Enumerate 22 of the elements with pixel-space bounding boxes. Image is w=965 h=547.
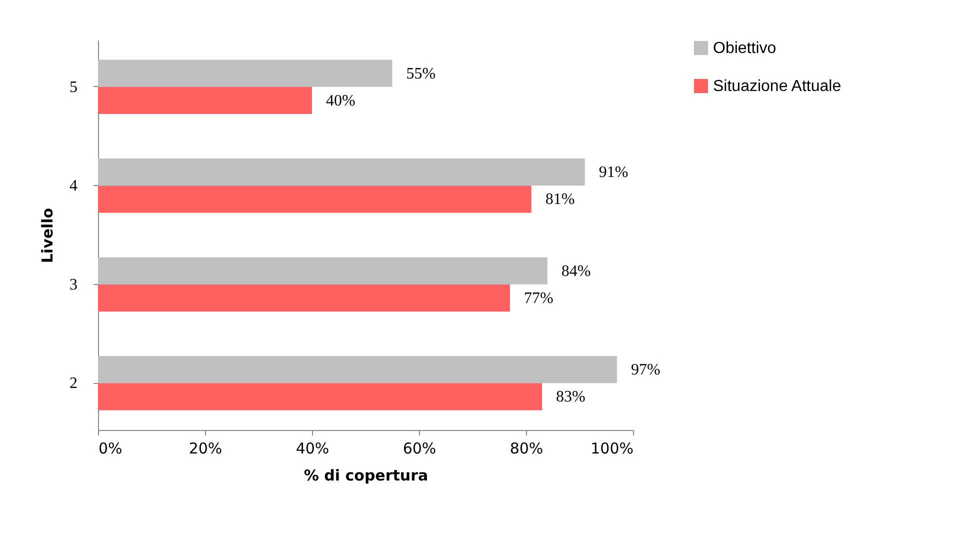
y-tick-label: 2 [70, 375, 78, 392]
data-label: 83% [556, 388, 586, 406]
x-tick-label: 100% [590, 440, 634, 458]
x-tick-label: 40% [296, 440, 330, 458]
data-label: 40% [326, 92, 356, 110]
data-label: 91% [598, 164, 628, 182]
y-tick-label: 5 [70, 78, 78, 96]
x-tick-label: 0% [98, 440, 122, 458]
data-label: 77% [524, 290, 554, 307]
x-tick-label: 60% [402, 440, 436, 458]
y-tick-label: 4 [70, 178, 78, 195]
y-tick-label: 3 [70, 276, 78, 294]
data-label: 81% [545, 191, 575, 208]
data-label: 84% [561, 262, 591, 280]
x-tick-label: 20% [188, 440, 222, 458]
legend-label: Obiettivo [713, 40, 776, 57]
data-label: 97% [630, 362, 660, 379]
y-axis-title: Livello [38, 208, 56, 264]
data-label: 55% [406, 65, 436, 82]
x-tick-label: 80% [510, 440, 544, 458]
x-axis-title: % di copertura [304, 466, 428, 484]
legend-label: Situazione Attuale [713, 78, 842, 95]
